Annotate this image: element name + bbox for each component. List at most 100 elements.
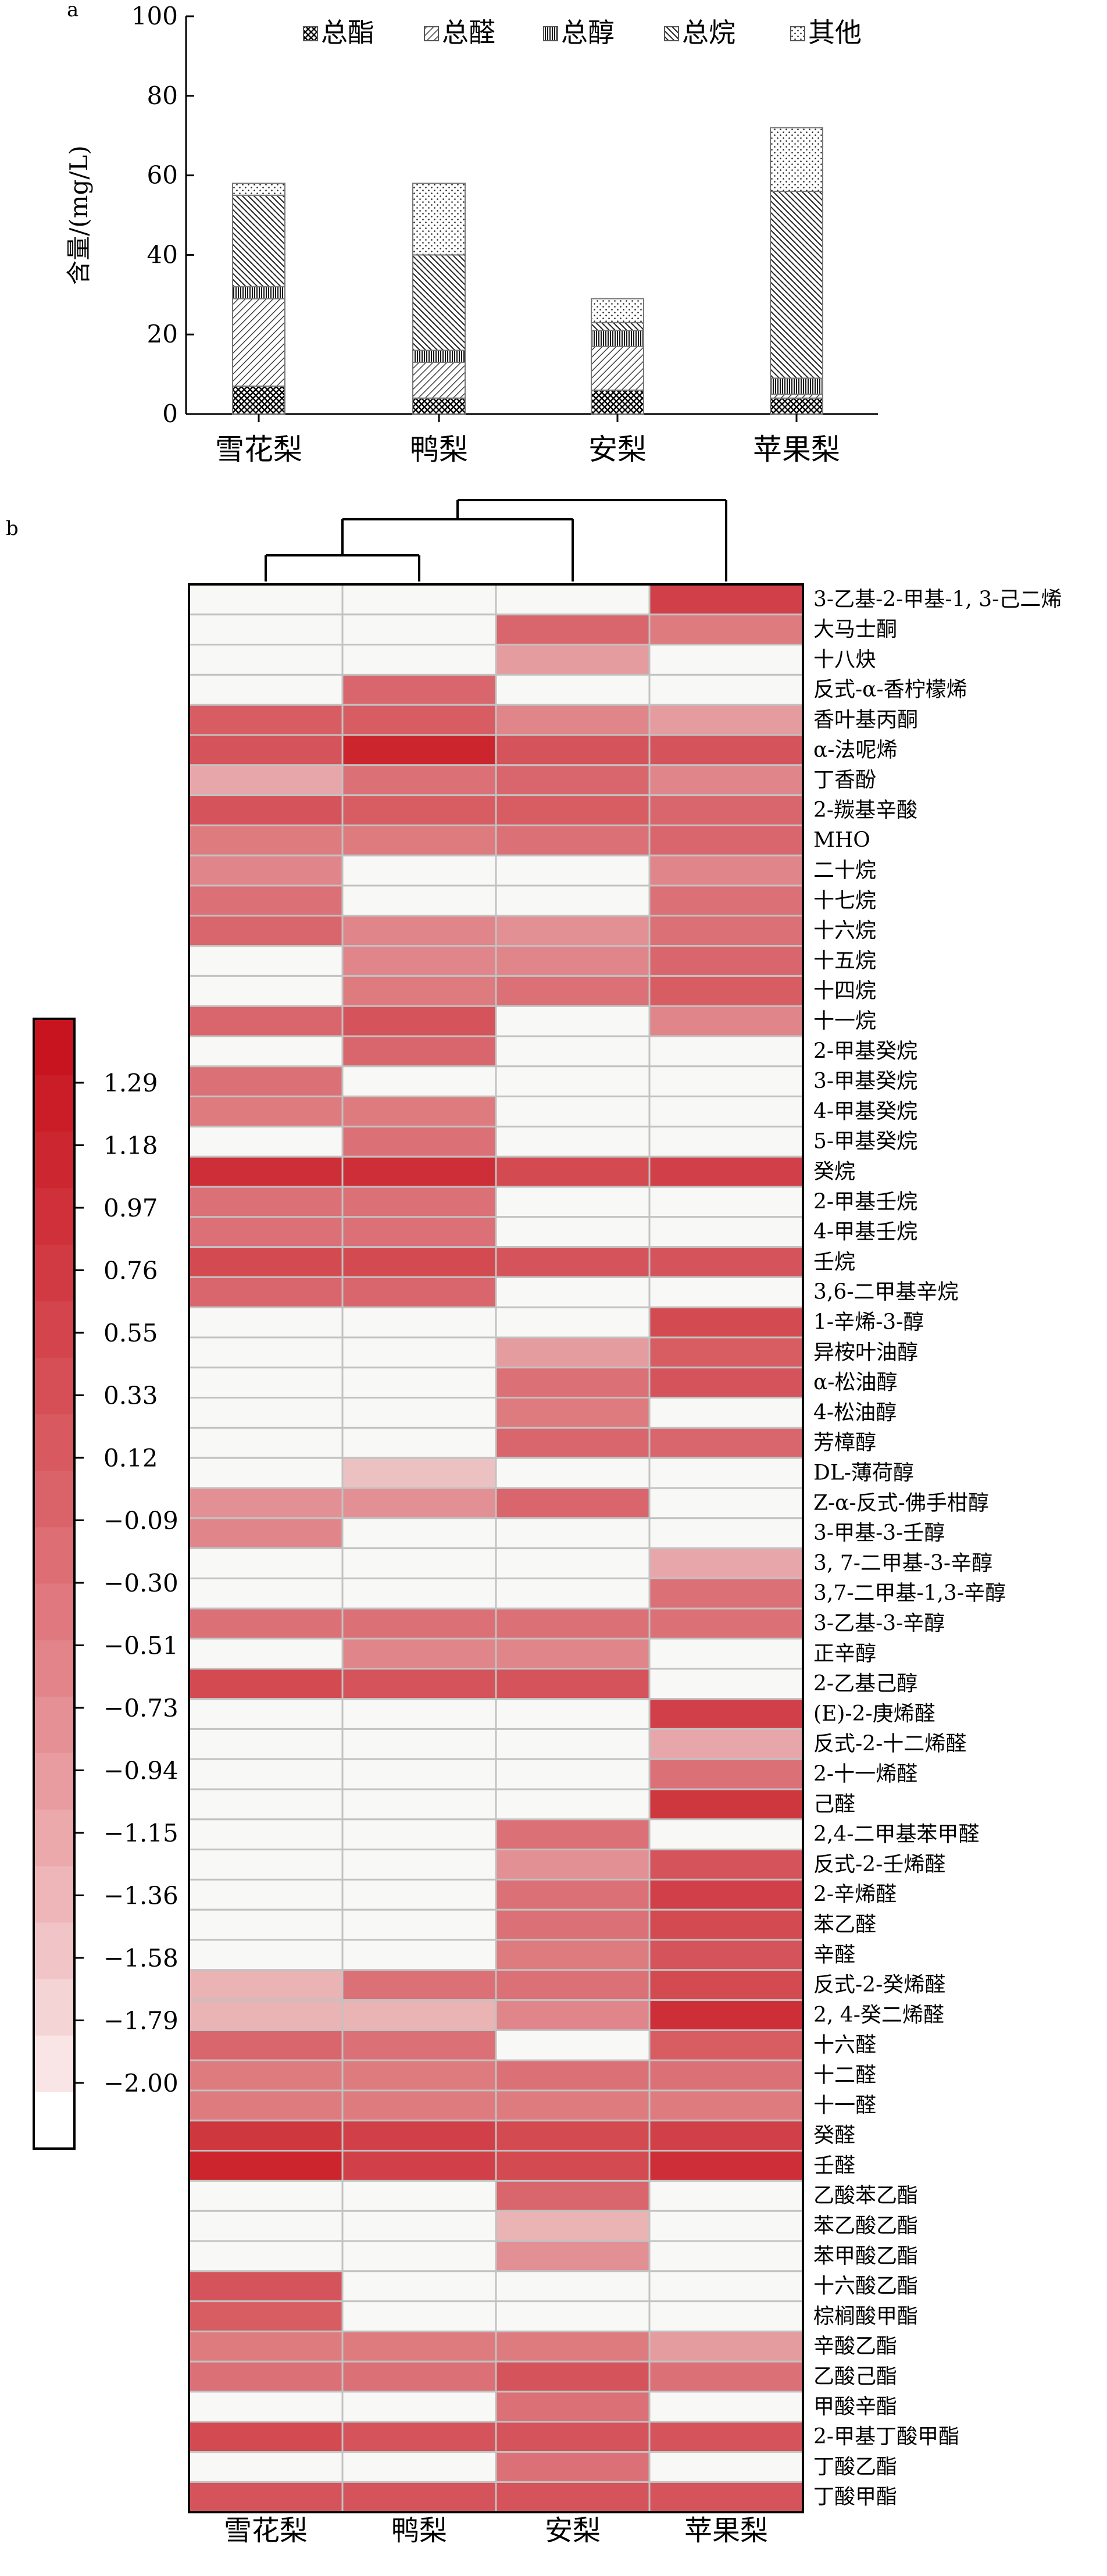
- heatmap-cell: [188, 2270, 344, 2303]
- heatmap-cell: [341, 1668, 497, 1700]
- heatmap-cell: [495, 1818, 651, 1851]
- bar-segment: [232, 183, 285, 196]
- heatmap-cell: [341, 2481, 497, 2513]
- heatmap-cell: [495, 1758, 651, 1790]
- heatmap-cell: [188, 764, 344, 797]
- row-label: 3-乙基-2-甲基-1, 3-己二烯: [813, 587, 1062, 611]
- heatmap-cell: [188, 945, 344, 977]
- heatmap-cell: [188, 975, 344, 1007]
- row-label: 丁酸甲酯: [813, 2485, 897, 2509]
- heatmap-cell: [648, 2481, 804, 2513]
- heatmap-cell: [495, 1637, 651, 1670]
- heatmap-cell: [341, 2360, 497, 2393]
- row-label: 4-松油醇: [813, 1401, 897, 1425]
- heatmap-cell: [495, 1186, 651, 1218]
- heatmap-cell: [495, 1728, 651, 1760]
- heatmap-cell: [341, 884, 497, 917]
- heatmap-cell: [341, 1758, 497, 1790]
- heatmap-cell: [648, 1999, 804, 2031]
- heatmap-cell: [495, 794, 651, 826]
- colorbar-step: [34, 1810, 74, 1867]
- heatmap-cell: [495, 613, 651, 646]
- heatmap-cell: [188, 2300, 344, 2332]
- row-label: 甲酸辛酯: [813, 2395, 897, 2418]
- heatmap-cell: [495, 1939, 651, 1971]
- heatmap-cell: [188, 1336, 344, 1369]
- row-label: 3-甲基-3-壬醇: [813, 1521, 945, 1545]
- heatmap-cell: [188, 1849, 344, 1881]
- row-label: 5-甲基癸烷: [813, 1130, 917, 1154]
- heatmap-cell: [188, 1547, 344, 1579]
- x-tick-label: 雪花梨: [215, 433, 302, 466]
- heatmap-cell: [341, 1186, 497, 1218]
- heatmap-cell: [341, 2059, 497, 2092]
- colorbar-step: [34, 1696, 74, 1754]
- row-label: 反式-α-香柠檬烯: [813, 678, 967, 702]
- heatmap-cell: [341, 644, 497, 676]
- heatmap-cell: [188, 2029, 344, 2061]
- heatmap-cell: [648, 1939, 804, 1971]
- row-label: 十一烷: [813, 1009, 876, 1033]
- colorbar-step: [34, 1244, 74, 1302]
- heatmap-cell: [341, 1276, 497, 1308]
- row-label: 4-甲基癸烷: [813, 1100, 917, 1123]
- heatmap-cell: [495, 1246, 651, 1278]
- heatmap-cell: [495, 2029, 651, 2061]
- row-label: Z-α-反式-佛手柑醇: [813, 1491, 989, 1515]
- heatmap-cell: [495, 673, 651, 706]
- bar-segment: [770, 377, 823, 395]
- bar-segment: [412, 362, 466, 399]
- heatmap-cell: [188, 1577, 344, 1610]
- colorbar-tick-label: 0.97: [103, 1194, 158, 1222]
- colorbar-step: [34, 1188, 74, 1246]
- panel-label-b: b: [6, 517, 19, 540]
- colorbar-step: [34, 1979, 74, 2036]
- heatmap-cell: [648, 2421, 804, 2453]
- row-label: DL-薄荷醇: [813, 1461, 914, 1485]
- column-label: 雪花梨: [224, 2514, 308, 2547]
- heatmap-cell: [648, 1878, 804, 1911]
- heatmap-cell: [188, 2089, 344, 2122]
- heatmap-cell: [648, 1577, 804, 1610]
- heatmap-cell: [341, 1035, 497, 1068]
- heatmap-cell: [341, 1577, 497, 1610]
- y-tick-label: 100: [131, 2, 178, 30]
- bar-segment: [412, 254, 466, 351]
- colorbar-step: [34, 1075, 74, 1132]
- row-label: 2-乙基己醇: [813, 1672, 917, 1696]
- heatmap-cell: [495, 2120, 651, 2152]
- heatmap-cell: [188, 2150, 344, 2182]
- bar-segment: [591, 345, 644, 391]
- colorbar-tick-label: 0.33: [103, 1382, 158, 1410]
- heatmap-cell: [341, 2179, 497, 2212]
- heatmap-cell: [188, 1367, 344, 1399]
- heatmap-cell: [648, 1155, 804, 1188]
- heatmap-cell: [648, 1607, 804, 1640]
- y-tick-label: 0: [162, 399, 178, 428]
- x-tick-label: 鸭梨: [410, 433, 468, 466]
- heatmap-cell: [341, 1637, 497, 1670]
- heatmap-cell: [188, 1397, 344, 1429]
- heatmap-cell: [188, 1306, 344, 1339]
- heatmap-cell: [495, 704, 651, 736]
- bar-segment: [591, 298, 644, 323]
- row-label: 二十烷: [813, 858, 876, 882]
- heatmap-cell: [495, 1999, 651, 2031]
- heatmap-cell: [648, 975, 804, 1007]
- legend-label: 总醇: [561, 17, 615, 48]
- heatmap-cell: [188, 1607, 344, 1640]
- heatmap-cell: [341, 1517, 497, 1550]
- heatmap-cell: [648, 764, 804, 797]
- heatmap-cell: [648, 583, 804, 616]
- heatmap-cell: [495, 975, 651, 1007]
- colorbar-step: [34, 1019, 74, 1076]
- heatmap-cell: [341, 1457, 497, 1489]
- heatmap-cell: [648, 1005, 804, 1037]
- heatmap-cell: [648, 1818, 804, 1851]
- heatmap-cell: [648, 794, 804, 826]
- heatmap-cell: [341, 2270, 497, 2303]
- heatmap-cell: [341, 1728, 497, 1760]
- colorbar-step: [34, 1753, 74, 1810]
- heatmap-cell: [648, 1487, 804, 1519]
- row-label: 苯乙醛: [813, 1913, 876, 1936]
